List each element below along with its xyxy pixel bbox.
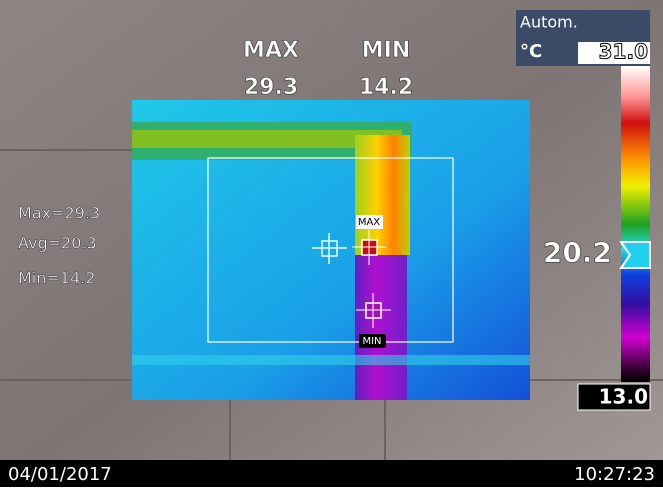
max-header: MAX (243, 38, 299, 63)
date: 04/01/2017 (8, 464, 112, 485)
scale-top: 31.0 (599, 40, 648, 64)
max-value: 29.3 (244, 75, 298, 100)
palette-bar (621, 66, 650, 382)
scale-mode: Autom. (520, 13, 578, 32)
thermal-screen: MAX MIN MAX MIN 29.3 14.2 Max=29.3 Avg=2… (0, 0, 663, 487)
scale-bottom: 13.0 (599, 385, 648, 409)
thermal-image (132, 100, 530, 400)
time: 10:27:23 (574, 464, 655, 485)
min-header: MIN (362, 38, 411, 63)
cursor-value: 20.2 (543, 236, 612, 269)
stat-avg: Avg=20.3 (18, 234, 97, 253)
scale-unit: °C (520, 41, 542, 62)
min-marker-label: MIN (362, 336, 381, 347)
stat-min: Min=14.2 (18, 269, 95, 288)
max-marker-label: MAX (358, 217, 380, 228)
stat-max: Max=29.3 (18, 204, 100, 223)
min-value: 14.2 (359, 75, 413, 100)
